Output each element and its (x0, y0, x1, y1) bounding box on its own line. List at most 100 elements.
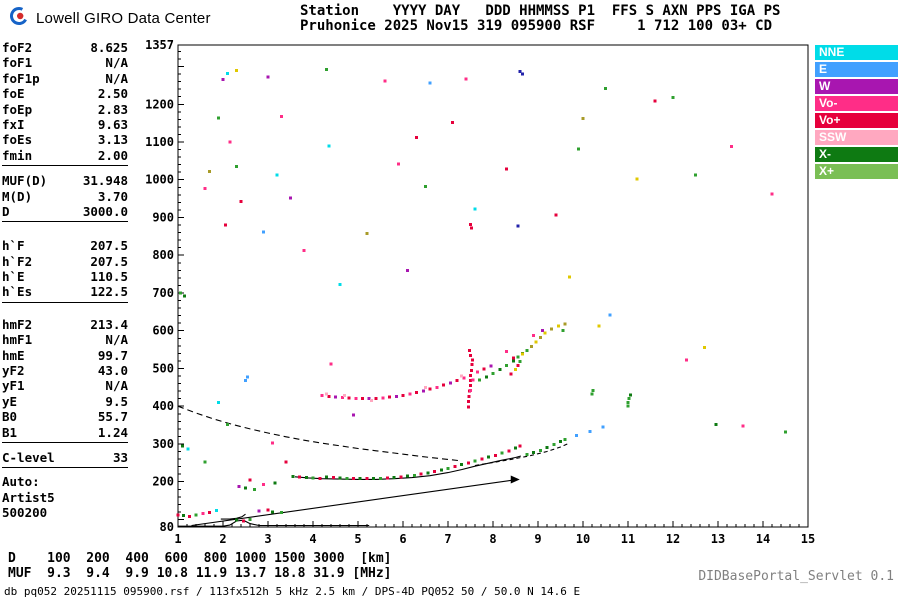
legend-item-ssw: SSW (815, 130, 898, 145)
echo-point (529, 345, 533, 349)
param-value: 122.5 (90, 284, 128, 300)
param-label: M(D) (2, 188, 33, 204)
echo-point (331, 476, 335, 480)
param-label: h`Es (2, 284, 33, 300)
y-axis-tick-label: 1200 (145, 97, 174, 111)
station-header-columns: Station YYYY DAY DDD HHMMSS P1 FFS S AXN… (300, 3, 781, 19)
param-value: 31.948 (82, 173, 128, 189)
echo-point (518, 360, 522, 364)
echo-point (446, 467, 450, 470)
param-value: 3.13 (97, 132, 128, 148)
echo-point (203, 186, 207, 190)
echo-point (352, 477, 355, 481)
param-row: Artist5 (2, 490, 128, 505)
echo-point (412, 473, 416, 477)
echo-point (343, 394, 346, 398)
param-value: 33 (112, 449, 128, 465)
param-row: yE 9.5 (2, 394, 128, 409)
echo-point (311, 476, 315, 480)
echo-point (500, 451, 504, 455)
echo-point (516, 355, 520, 359)
echo-point (338, 476, 342, 480)
x-axis-tick-label: 6 (399, 532, 406, 546)
x-axis-tick-label: 14 (756, 532, 770, 546)
echo-point (280, 511, 283, 515)
echo-point (505, 350, 508, 353)
echo-point (415, 136, 418, 139)
echo-point (327, 144, 331, 148)
param-value: 207.5 (90, 238, 128, 254)
echo-point (424, 185, 427, 188)
param-row: hmF1 N/A (2, 332, 128, 347)
x-axis-tick-label: 2 (219, 532, 226, 546)
param-label: yF2 (2, 363, 25, 379)
param-value: 9.63 (97, 116, 128, 132)
echo-point (556, 324, 560, 328)
muf-row: MUF 9.3 9.4 9.9 10.8 11.9 13.7 18.8 31.9… (8, 566, 392, 581)
param-row: fmin 2.00 (2, 148, 128, 163)
curve-f-trace (294, 455, 522, 480)
param-label: foEp (2, 101, 33, 117)
brand: Lowell GIRO Data Center (8, 5, 211, 32)
station-header-values: Pruhonice 2025 Nov15 319 095900 RSF 1 71… (300, 18, 773, 34)
param-row: Auto: (2, 474, 128, 489)
echo-point (304, 476, 308, 480)
echo-point (367, 397, 371, 401)
echo-point (345, 476, 349, 480)
echo-point (487, 455, 490, 459)
echo-point (577, 147, 580, 151)
param-value: N/A (105, 332, 128, 348)
echo-point (468, 348, 472, 352)
param-row: 500200 (2, 505, 128, 520)
echo-point (354, 396, 358, 400)
brand-title: Lowell GIRO Data Center (36, 10, 211, 27)
echo-point (325, 68, 328, 71)
echo-point (374, 396, 378, 400)
param-value: 99.7 (97, 347, 128, 363)
echo-point (394, 394, 398, 398)
echo-point (421, 389, 425, 393)
echo-point (469, 226, 473, 230)
param-row: h`E 110.5 (2, 269, 128, 284)
echo-point (239, 200, 243, 204)
echo-point (460, 374, 463, 378)
param-group-3: h`F 207.5 h`F2 207.5 h`E 110.5 h`Es 122.5 (2, 238, 128, 303)
param-row: hmE 99.7 (2, 348, 128, 363)
echo-point (262, 230, 265, 234)
echo-point (482, 367, 486, 371)
distance-row: D 100 200 400 600 800 1000 1500 3000 [km… (8, 551, 392, 566)
echo-point (217, 116, 220, 120)
param-group-4: hmF2 213.4 hmF1 N/A hmE 99.7 yF2 43.0 yF1 N/A yE 9.… (2, 317, 128, 443)
param-value: N/A (105, 70, 128, 86)
echo-point (516, 364, 520, 367)
echo-point (514, 368, 517, 372)
echo-point (581, 117, 585, 121)
echo-point (352, 413, 355, 417)
y-axis-tick-label: 80 (160, 520, 174, 534)
param-row: foF1 N/A (2, 55, 128, 70)
echo-point (408, 392, 412, 396)
param-label: yE (2, 393, 18, 409)
echo-point (415, 391, 418, 395)
echo-point (448, 381, 452, 385)
curve-muf3000-curve (177, 405, 462, 462)
echo-point (469, 384, 472, 387)
echo-point (334, 395, 337, 399)
echo-point (518, 444, 522, 448)
echo-point (401, 393, 405, 397)
echo-point (478, 378, 481, 382)
param-row: h`F2 207.5 (2, 254, 128, 269)
echo-point (365, 477, 369, 481)
echo-point (601, 425, 605, 429)
echo-point (340, 396, 344, 399)
echo-point (509, 372, 513, 376)
echo-point (257, 509, 261, 513)
echo-point (511, 359, 515, 363)
param-label: C-level (2, 449, 55, 465)
echo-point (563, 437, 567, 441)
parameter-panel: foF2 8.625 foF1 N/A foF1p N/A foE 2.50 foEp 2.83 f… (2, 40, 128, 523)
echo-point (538, 448, 542, 452)
echo-point (226, 422, 229, 426)
echo-point (248, 478, 252, 482)
param-row: yF1 N/A (2, 378, 128, 393)
